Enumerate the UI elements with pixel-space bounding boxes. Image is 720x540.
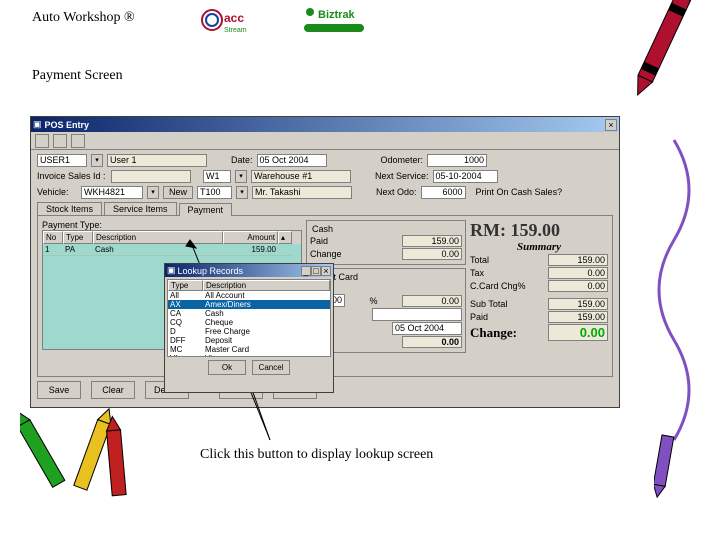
subtotal-val: 159.00 bbox=[548, 298, 608, 310]
lookup-row[interactable]: DFFDeposit bbox=[168, 336, 330, 345]
date-label: Date: bbox=[231, 155, 253, 165]
odo-label: Odometer: bbox=[381, 155, 424, 165]
tab-service[interactable]: Service Items bbox=[104, 202, 177, 215]
cust-field: Mr. Takashi bbox=[252, 186, 352, 199]
inv-field bbox=[111, 170, 191, 183]
window-title: POS Entry bbox=[45, 120, 90, 130]
user-id-field[interactable]: USER1 bbox=[37, 154, 87, 167]
nextsvc-label: Next Service: bbox=[375, 171, 429, 181]
subtotal-label: Sub Total bbox=[470, 299, 507, 309]
lookup-row-selected[interactable]: AXAmex/Diners bbox=[168, 300, 330, 309]
toolbar-btn-1[interactable] bbox=[35, 134, 49, 148]
col-no: No bbox=[43, 231, 63, 244]
lookup-max[interactable]: □ bbox=[311, 266, 321, 276]
wh-code-field[interactable]: W1 bbox=[203, 170, 231, 183]
tax-val: 0.00 bbox=[548, 267, 608, 279]
lookup-icon: ▣ bbox=[167, 265, 176, 276]
toolbar bbox=[31, 132, 619, 150]
lookup-row[interactable]: VIVisa bbox=[168, 354, 330, 357]
spaid-val: 159.00 bbox=[548, 311, 608, 323]
code-field[interactable] bbox=[372, 308, 462, 321]
schange-label: Change: bbox=[470, 325, 517, 341]
spaid-label: Paid bbox=[470, 312, 488, 322]
lookup-cancel-button[interactable]: Cancel bbox=[252, 360, 290, 375]
lookup-row[interactable]: CACash bbox=[168, 309, 330, 318]
acc-logo: acc Stream bbox=[200, 4, 270, 36]
total-label: Total bbox=[470, 255, 489, 265]
print-label: Print On Cash Sales? bbox=[476, 187, 563, 197]
save-button[interactable]: Save bbox=[37, 381, 81, 399]
user-dropdown[interactable]: ▾ bbox=[91, 154, 103, 167]
odo-field[interactable]: 1000 bbox=[427, 154, 487, 167]
summary-title: Summary bbox=[470, 241, 608, 253]
paid-field[interactable]: 159.00 bbox=[402, 235, 462, 247]
paytype-label: Payment Type: bbox=[42, 220, 302, 230]
lookup-row[interactable]: MCMaster Card bbox=[168, 345, 330, 354]
due-field: 0.00 bbox=[402, 336, 462, 348]
nextodo-field[interactable]: 6000 bbox=[421, 186, 466, 199]
rm-display: RM: 159.00 bbox=[470, 220, 608, 241]
titlebar: ▣ POS Entry × bbox=[31, 117, 619, 132]
cell-type: PA bbox=[63, 244, 93, 256]
svg-text:Biztrak: Biztrak bbox=[318, 9, 356, 21]
col-type: Type bbox=[63, 231, 93, 244]
paid-label: Paid bbox=[310, 236, 328, 246]
chg-amt-field: 0.00 bbox=[402, 295, 462, 307]
change-field: 0.00 bbox=[402, 248, 462, 260]
lookup-grid[interactable]: Type Description AllAll Account AXAmex/D… bbox=[167, 279, 331, 357]
total-val: 159.00 bbox=[548, 254, 608, 266]
clear-button[interactable]: Clear bbox=[91, 381, 135, 399]
biztrak-logo: Biztrak bbox=[300, 4, 370, 36]
toolbar-btn-3[interactable] bbox=[71, 134, 85, 148]
lookup-row[interactable]: DFree Charge bbox=[168, 327, 330, 336]
wh-dropdown[interactable]: ▾ bbox=[235, 170, 247, 183]
doc-subtitle: Payment Screen bbox=[32, 68, 123, 84]
nextodo-label: Next Odo: bbox=[376, 187, 417, 197]
ccchg-label: C.Card Chg% bbox=[470, 281, 526, 291]
crayon-decoration-bl bbox=[20, 400, 160, 520]
user-name-field: User 1 bbox=[107, 154, 207, 167]
lookup-col-desc: Description bbox=[203, 280, 330, 291]
change-label: Change bbox=[310, 249, 342, 259]
tab-payment[interactable]: Payment bbox=[179, 203, 233, 216]
cash-group: Cash Paid 159.00 Change 0.00 bbox=[306, 220, 466, 265]
pct-label: % bbox=[369, 296, 377, 306]
lookup-min[interactable]: _ bbox=[301, 266, 311, 276]
lookup-window: ▣ Lookup Records _ □ × Type Description … bbox=[164, 263, 334, 393]
doc-title: Auto Workshop ® bbox=[32, 10, 135, 26]
model-field[interactable]: T100 bbox=[197, 186, 232, 199]
nextsvc-field[interactable]: 05-10-2004 bbox=[433, 170, 498, 183]
svg-text:Stream: Stream bbox=[224, 27, 247, 34]
crayon-decoration-br bbox=[654, 130, 714, 510]
lookup-close[interactable]: × bbox=[321, 266, 331, 276]
date-field[interactable]: 05 Oct 2004 bbox=[257, 154, 327, 167]
lookup-row[interactable]: CQCheque bbox=[168, 318, 330, 327]
schange-val: 0.00 bbox=[548, 324, 608, 341]
wh-name-field: Warehouse #1 bbox=[251, 170, 351, 183]
veh-field[interactable]: WKH4821 bbox=[81, 186, 143, 199]
inv-label: Invoice Sales Id : bbox=[37, 171, 107, 181]
tab-stock[interactable]: Stock Items bbox=[37, 202, 102, 215]
app-icon: ▣ bbox=[33, 119, 42, 130]
lookup-row[interactable]: AllAll Account bbox=[168, 291, 330, 300]
cell-no: 1 bbox=[43, 244, 63, 256]
ccdate-field[interactable]: 05 Oct 2004 bbox=[392, 322, 462, 335]
lookup-col-type: Type bbox=[168, 280, 203, 291]
close-button[interactable]: × bbox=[605, 119, 617, 131]
crayon-decoration-tr bbox=[620, 0, 720, 125]
ccchg-val: 0.00 bbox=[548, 280, 608, 292]
lookup-ok-button[interactable]: Ok bbox=[208, 360, 246, 375]
model-dropdown[interactable]: ▾ bbox=[236, 186, 248, 199]
new-button[interactable]: New bbox=[163, 186, 193, 199]
tax-label: Tax bbox=[470, 268, 484, 278]
lookup-title: Lookup Records bbox=[178, 266, 244, 276]
svg-text:acc: acc bbox=[224, 11, 244, 25]
veh-dropdown[interactable]: ▾ bbox=[147, 186, 159, 199]
toolbar-btn-2[interactable] bbox=[53, 134, 67, 148]
cash-title: Cash bbox=[310, 224, 335, 234]
veh-label: Vehicle: bbox=[37, 187, 77, 197]
